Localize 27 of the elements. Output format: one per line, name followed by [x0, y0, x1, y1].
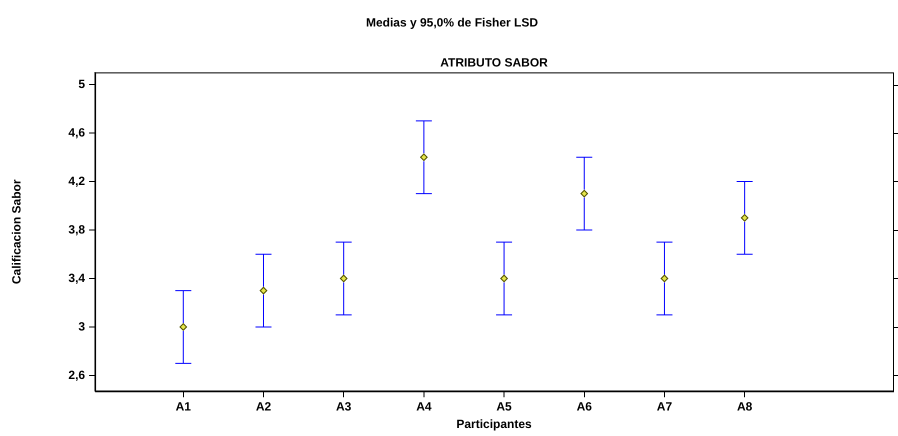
- point: [260, 286, 268, 294]
- x-tick-label: A7: [656, 400, 672, 414]
- y-axis-title: Calificacion Sabor: [10, 179, 24, 284]
- point: [500, 274, 508, 282]
- point: [660, 274, 668, 282]
- y-tick-label: 2,6: [68, 368, 86, 382]
- x-tick-label: A6: [576, 400, 592, 414]
- y-tick-label: 3,8: [68, 222, 86, 236]
- y-tick-label: 4,2: [68, 174, 86, 188]
- x-axis-title: Participantes: [456, 417, 532, 432]
- x-tick-label: A4: [416, 400, 432, 414]
- point: [340, 274, 348, 282]
- x-tick-label: A8: [736, 400, 753, 414]
- chart-subtitle: ATRIBUTO SABOR: [440, 56, 548, 70]
- point: [420, 154, 428, 161]
- x-tick-label: A1: [176, 400, 192, 414]
- y-tick-label: 3: [78, 319, 86, 334]
- y-tick-label: 4,6: [68, 125, 86, 140]
- x-tick-label: A2: [256, 400, 272, 414]
- x-tick-label: A5: [496, 400, 512, 414]
- chart-title: Medias y 95,0% de Fisher LSD: [366, 16, 538, 30]
- x-tick-label: A3: [336, 400, 352, 414]
- point: [180, 323, 187, 331]
- y-tick-label: 3,4: [68, 270, 86, 285]
- point: [740, 214, 748, 222]
- point: [580, 190, 588, 198]
- y-tick-label: 5: [78, 76, 86, 91]
